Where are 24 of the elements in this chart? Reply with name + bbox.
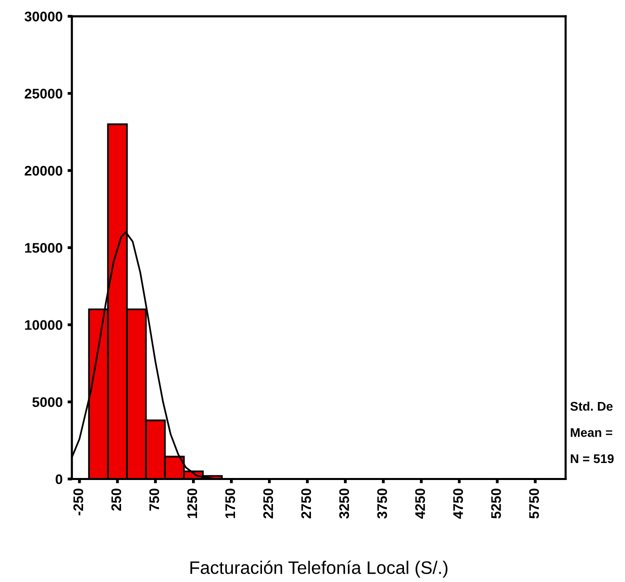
x-tick-label: -250	[73, 488, 84, 516]
x-tick-label: 1750	[225, 488, 236, 518]
y-tick-label: 15000	[25, 242, 62, 253]
y-tick-label: 30000	[24, 12, 62, 22]
x-tick-label: 2250	[263, 488, 274, 518]
x-tick-label: 4750	[453, 488, 464, 519]
x-tick-label: 5750	[529, 488, 539, 518]
text: Std. De	[570, 402, 613, 411]
x-axis-title: Facturación Telefonía Local (S/.)	[190, 560, 448, 578]
y-tick-label: 10000	[25, 320, 62, 330]
y-tick-label: 0	[56, 474, 62, 484]
x-tick-label: 2750	[301, 488, 312, 518]
x-tick-label: 1250	[187, 488, 198, 518]
text: N = 519	[570, 454, 614, 464]
x-tick-label: 750	[149, 488, 160, 511]
x-tick-label: 3250	[339, 488, 350, 519]
x-tick-label: 4250	[415, 488, 426, 519]
y-tick-label: 20000	[24, 166, 62, 176]
text: Mean =	[570, 428, 612, 437]
x-tick-label: 5250	[491, 488, 501, 518]
x-tick-label: 250	[111, 488, 122, 511]
y-tick-label: 5000	[32, 397, 62, 408]
x-tick-label: 3750	[377, 488, 388, 519]
y-tick-label: 25000	[24, 88, 62, 99]
